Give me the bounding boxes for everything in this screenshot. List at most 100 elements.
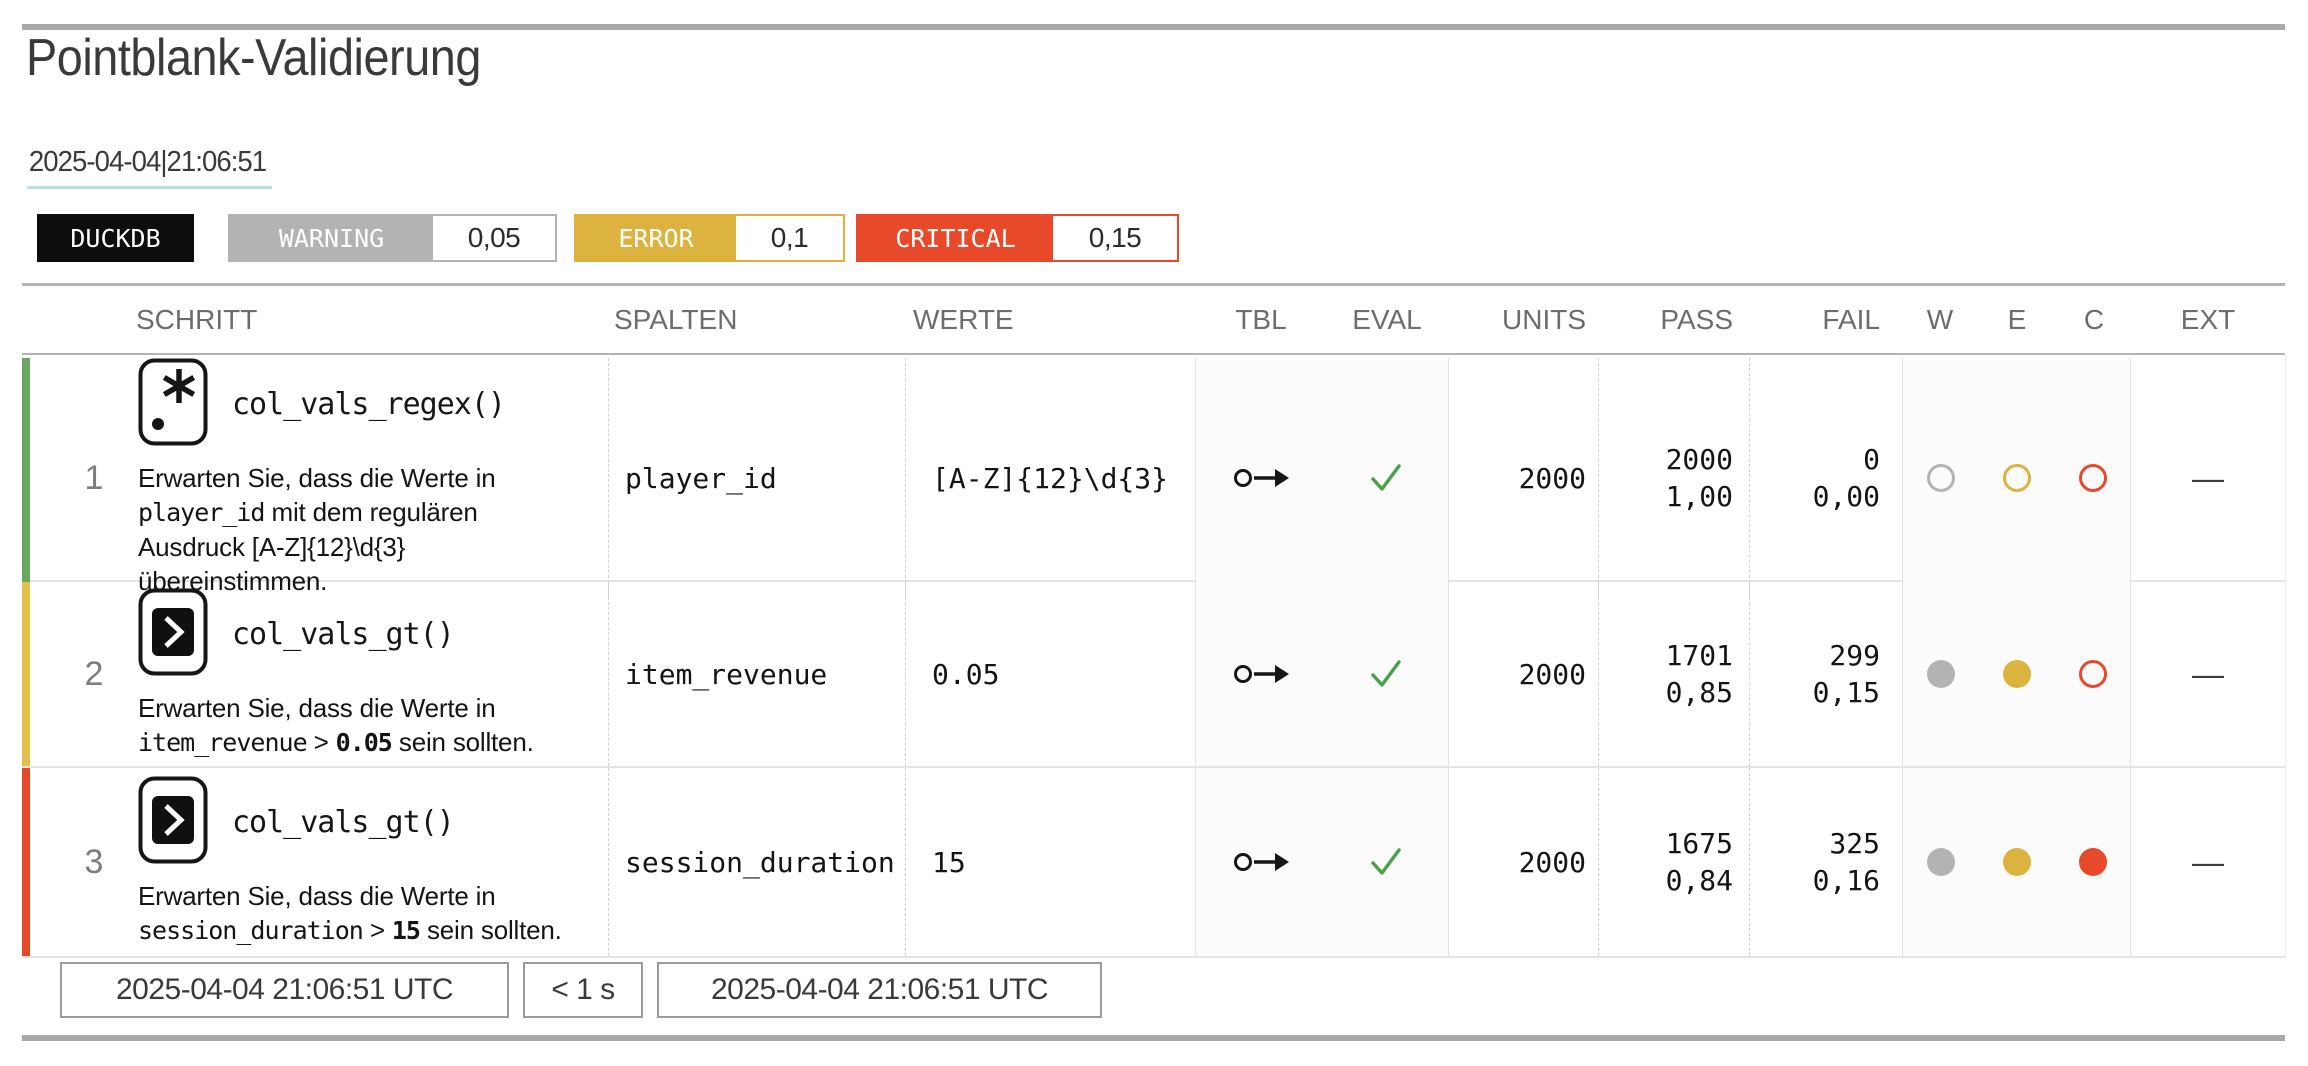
critical-value: 0,15 xyxy=(1053,216,1177,260)
fail-fraction: 0,15 xyxy=(1812,676,1880,709)
db-source-badge: DUCKDB xyxy=(37,214,194,262)
col-header-schritt: SCHRITT xyxy=(136,303,258,335)
page-title: Pointblank-Validierung xyxy=(26,29,481,87)
step-number: 2 xyxy=(84,654,104,693)
pass-values: 2000 1,00 xyxy=(1666,441,1733,515)
col-header-tbl: TBL xyxy=(1235,303,1287,335)
values-cell: 0.05 xyxy=(905,582,1195,766)
wec-cell xyxy=(1902,768,2131,956)
step-number: 1 xyxy=(84,458,104,497)
values-cell: [A-Z]{12}\d{3} xyxy=(905,358,1195,598)
col-header-fail: FAIL xyxy=(1822,303,1880,335)
col-header-e: E xyxy=(2007,303,2027,335)
function-row: col_vals_gt() xyxy=(138,588,583,681)
report-datetime: 2025-04-04|21:06:51 xyxy=(27,146,272,189)
critical-dot xyxy=(2079,660,2107,688)
bottom-rule xyxy=(22,1035,2285,1041)
wec-cell xyxy=(1902,358,2131,598)
step-number: 3 xyxy=(84,842,104,881)
step-description: Erwarten Sie, dass die Werte in session_… xyxy=(138,881,562,945)
column-name: player_id xyxy=(608,358,905,598)
pass-values: 1701 0,85 xyxy=(1666,637,1733,711)
table-row: 2 col_vals_gt() Erwarten Sie, dass die Wer… xyxy=(22,582,2285,768)
step-description: Erwarten Sie, dass die Werte in player_i… xyxy=(138,463,496,596)
status-bar xyxy=(22,582,30,766)
table-body: 1 col_vals_regex() Erwarten Sie, dass die … xyxy=(22,358,2286,958)
critical-label: CRITICAL xyxy=(858,216,1053,260)
greater-than-icon xyxy=(138,588,208,681)
col-header-spalten: SPALTEN xyxy=(614,303,738,335)
top-rule xyxy=(22,24,2285,30)
description-code: item_revenue xyxy=(138,728,308,757)
table-row: 3 col_vals_gt() Erwarten Sie, dass die Wer… xyxy=(22,768,2285,958)
pass-fraction: 0,85 xyxy=(1665,676,1733,709)
report-footer: 2025-04-04 21:06:51 UTC < 1 s 2025-04-04… xyxy=(60,962,1102,1018)
ext-value: — xyxy=(2192,843,2224,880)
pass-cell: 2000 1,00 xyxy=(1598,358,1749,598)
fail-values: 325 0,16 xyxy=(1813,825,1880,899)
pass-count: 2000 xyxy=(1665,443,1733,476)
critical-threshold-badge: CRITICAL 0,15 xyxy=(856,214,1179,262)
units-value: 2000 xyxy=(1518,657,1586,691)
table-unchanged-icon xyxy=(1222,849,1302,875)
col-header-eval: EVAL xyxy=(1352,303,1422,335)
col-header-units: UNITS xyxy=(1502,303,1586,335)
error-dot xyxy=(2003,848,2031,876)
table-row: 1 col_vals_regex() Erwarten Sie, dass die … xyxy=(22,358,2285,598)
col-header-w: W xyxy=(1926,303,1954,335)
warning-value: 0,05 xyxy=(433,216,555,260)
description-code: player_id xyxy=(138,498,265,527)
table-unchanged-icon xyxy=(1222,465,1302,491)
warning-threshold-badge: WARNING 0,05 xyxy=(228,214,557,262)
duration-box: < 1 s xyxy=(523,962,643,1018)
status-bar xyxy=(22,358,30,598)
ext-value: — xyxy=(2192,459,2224,496)
status-bar xyxy=(22,768,30,956)
col-header-pass: PASS xyxy=(1660,303,1733,335)
column-name: session_duration xyxy=(608,768,905,956)
greater-than-icon xyxy=(138,776,208,869)
tbl-eval-cell xyxy=(1195,358,1449,598)
fail-fraction: 0,16 xyxy=(1812,864,1880,897)
col-header-c: C xyxy=(2083,303,2105,335)
step-description: Erwarten Sie, dass die Werte in item_rev… xyxy=(138,693,534,757)
table-header: SCHRITT SPALTEN WERTE TBL EVAL UNITS PAS… xyxy=(22,283,2285,355)
col-header-ext: EXT xyxy=(2180,303,2236,335)
fail-count: 0 xyxy=(1863,443,1880,476)
eval-check-icon xyxy=(1346,846,1426,878)
tbl-eval-cell xyxy=(1195,768,1449,956)
critical-dot xyxy=(2079,848,2107,876)
regex-icon xyxy=(138,358,208,451)
error-label: ERROR xyxy=(576,216,736,260)
description-code: 0.05 xyxy=(335,728,393,757)
start-time-box: 2025-04-04 21:06:51 UTC xyxy=(60,962,509,1018)
function-name: col_vals_gt() xyxy=(232,805,455,840)
threshold-badges: DUCKDB WARNING 0,05 ERROR 0,1 CRITICAL 0… xyxy=(37,214,1179,262)
step-content: col_vals_gt() Erwarten Sie, dass die Wert… xyxy=(138,776,583,948)
fail-values: 299 0,15 xyxy=(1813,637,1880,711)
eval-check-icon xyxy=(1346,462,1426,494)
fail-cell: 0 0,00 xyxy=(1749,358,1902,598)
ext-value: — xyxy=(2192,655,2224,692)
function-row: col_vals_regex() xyxy=(138,358,583,451)
error-dot xyxy=(2003,464,2031,492)
warning-dot xyxy=(1927,848,1955,876)
fail-count: 299 xyxy=(1829,639,1880,672)
description-code: 15 xyxy=(391,916,421,945)
step-content: col_vals_gt() Erwarten Sie, dass die Wert… xyxy=(138,588,583,760)
pass-fraction: 1,00 xyxy=(1665,480,1733,513)
pass-cell: 1675 0,84 xyxy=(1598,768,1749,956)
table-unchanged-icon xyxy=(1222,661,1302,687)
warning-dot xyxy=(1927,464,1955,492)
warning-dot xyxy=(1927,660,1955,688)
fail-fraction: 0,00 xyxy=(1812,480,1880,513)
error-threshold-badge: ERROR 0,1 xyxy=(574,214,845,262)
function-name: col_vals_regex() xyxy=(232,387,506,422)
values-cell: 15 xyxy=(905,768,1195,956)
fail-cell: 299 0,15 xyxy=(1749,582,1902,766)
units-value: 2000 xyxy=(1518,461,1586,495)
pass-count: 1675 xyxy=(1665,827,1733,860)
step-content: col_vals_regex() Erwarten Sie, dass die W… xyxy=(138,358,583,598)
critical-dot xyxy=(2079,464,2107,492)
